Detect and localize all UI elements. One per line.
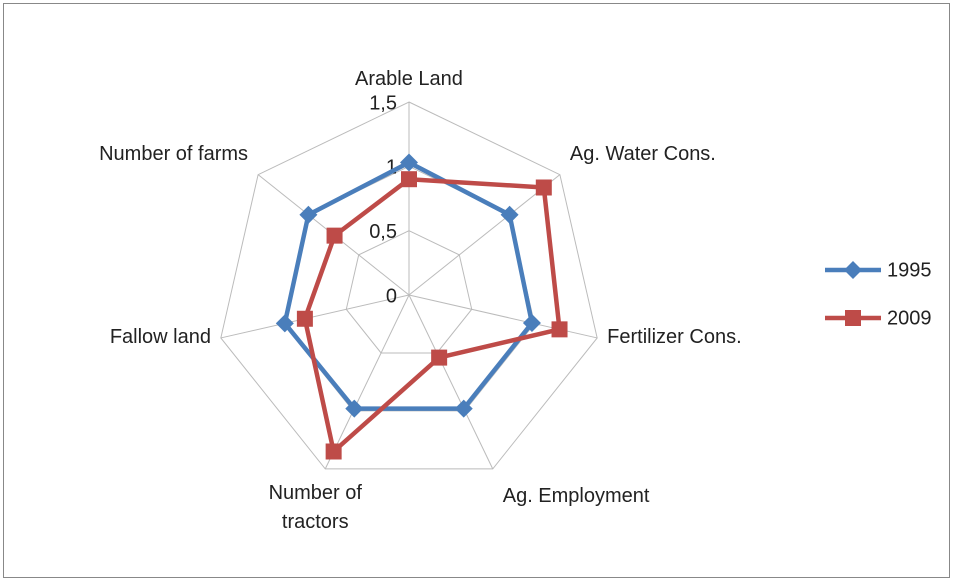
r-tick-label: 0 (386, 285, 397, 307)
grid-ring (345, 230, 473, 354)
series-line (302, 176, 562, 454)
category-label: Arable Land (355, 68, 463, 90)
marker (431, 349, 448, 366)
category-label: Ag. Water Cons. (569, 143, 716, 166)
marker (400, 153, 418, 172)
axis-spoke (324, 294, 410, 470)
marker (551, 321, 568, 338)
marker (296, 310, 313, 327)
category-label: Number of tractors (268, 481, 362, 533)
axis-spoke (408, 174, 561, 296)
marker (500, 205, 519, 224)
legend-label: 2009 (887, 307, 932, 329)
marker (522, 314, 541, 333)
legend-marker (844, 261, 862, 279)
r-tick-label: 1 (386, 157, 397, 179)
axis-spoke (220, 294, 410, 339)
marker (454, 399, 473, 418)
legend-label: 1995 (887, 259, 932, 281)
marker (345, 399, 364, 418)
grid-ring (220, 101, 598, 470)
category-label: Fertilizer Cons. (607, 326, 742, 349)
marker (401, 171, 417, 188)
legend-marker (845, 310, 861, 326)
series-line (282, 160, 535, 411)
marker (535, 179, 552, 196)
marker (325, 443, 342, 460)
r-tick-label: 1,5 (369, 92, 397, 114)
category-label: Number of farms (99, 143, 249, 166)
category-label: Ag. Employment (502, 485, 650, 508)
r-tick-label: 0,5 (369, 221, 397, 243)
marker (275, 314, 294, 333)
category-label: Fallow land (109, 326, 211, 349)
axis-spoke (408, 294, 494, 470)
marker (326, 227, 343, 244)
marker (299, 205, 318, 224)
chart-border (3, 3, 950, 578)
